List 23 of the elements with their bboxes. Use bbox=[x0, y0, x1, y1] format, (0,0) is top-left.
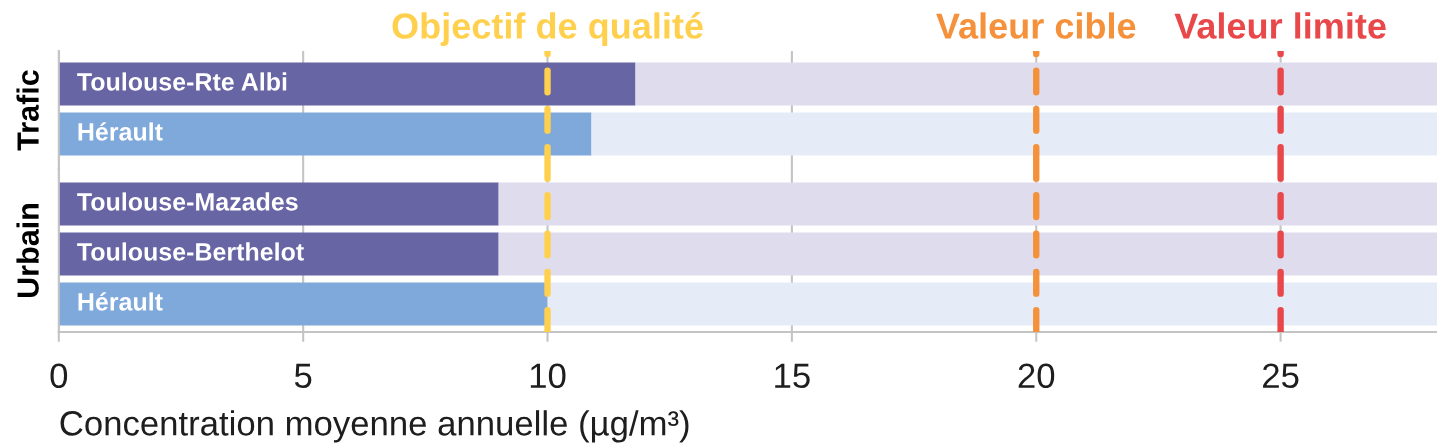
x-axis-title: Concentration moyenne annuelle (µg/m³) bbox=[60, 410, 689, 443]
x-tick-label: 5 bbox=[294, 363, 312, 389]
x-tick-label: 25 bbox=[1263, 363, 1299, 389]
x-tick-label: 0 bbox=[50, 363, 68, 389]
x-tick-label: 20 bbox=[1018, 363, 1055, 389]
bar bbox=[58, 282, 548, 326]
x-tick-label: 15 bbox=[775, 363, 810, 389]
y-axis-title: Trafic bbox=[16, 70, 39, 151]
bar bbox=[498, 232, 1437, 276]
y-axis-title: Urbain bbox=[16, 204, 39, 298]
y-tick-label: Toulouse-Berthelot bbox=[77, 242, 304, 261]
ref-line-label: Valeur limite bbox=[1174, 12, 1386, 39]
ref-line-label: Valeur cible bbox=[936, 12, 1136, 39]
bar bbox=[58, 182, 499, 226]
bar bbox=[58, 232, 499, 276]
y-tick-label: Toulouse-Mazades bbox=[77, 192, 298, 211]
y-tick-label: Hérault bbox=[78, 292, 163, 311]
ref-line-label: Objectif de qualité bbox=[392, 12, 703, 46]
y-tick-label: Toulouse-Rte Albi bbox=[77, 72, 287, 91]
bar bbox=[547, 282, 1437, 326]
bar bbox=[498, 182, 1437, 226]
y-tick-label: Hérault bbox=[78, 122, 163, 141]
x-tick-label: 10 bbox=[530, 363, 566, 389]
